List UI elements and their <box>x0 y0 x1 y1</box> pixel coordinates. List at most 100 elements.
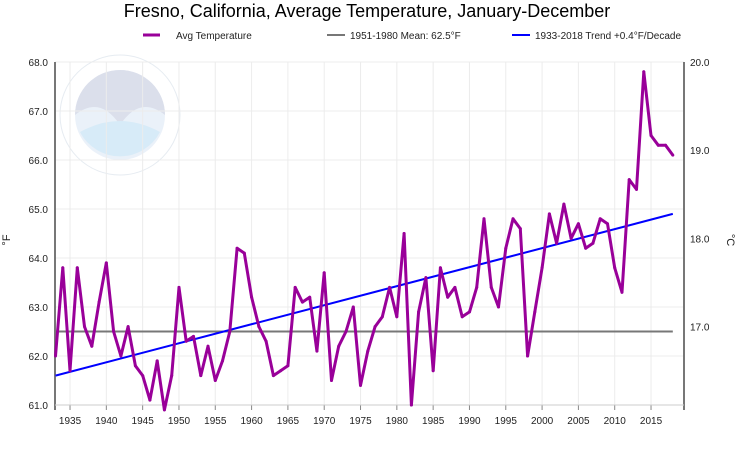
data-point-1970 <box>322 271 326 275</box>
data-point-1942 <box>119 354 123 358</box>
data-point-1984 <box>424 276 428 280</box>
x-tick-label: 1935 <box>59 416 82 427</box>
x-tick-label: 2010 <box>604 416 627 427</box>
data-point-1973 <box>344 330 348 333</box>
grid <box>55 61 684 406</box>
data-point-1983 <box>417 310 421 314</box>
data-point-2000 <box>540 266 544 270</box>
data-point-1965 <box>286 364 290 368</box>
legend-label-trend: 1933-2018 Trend +0.4°F/Decade <box>535 31 681 42</box>
data-point-1954 <box>206 344 210 348</box>
data-point-1977 <box>373 325 377 329</box>
axes: 61.0 62.0 63.0 64.0 65.0 66.0 67.0 68.0 1935 1940… <box>29 58 710 427</box>
data-point-1986 <box>438 266 442 270</box>
data-point-2012 <box>627 178 631 182</box>
chart-title: Fresno, California, Average Temperature,… <box>124 1 611 21</box>
y-tick-label: 61.0 <box>29 401 49 412</box>
noaa-logo-watermark <box>59 54 181 176</box>
x-tick-label: 1940 <box>95 416 118 427</box>
data-point-2015 <box>649 134 653 137</box>
data-point-1966 <box>293 285 297 289</box>
data-point-1982 <box>409 403 413 407</box>
data-point-1979 <box>388 285 392 289</box>
data-point-1998 <box>526 354 530 358</box>
data-point-2010 <box>613 266 617 270</box>
data-point-1974 <box>351 305 355 309</box>
data-point-1981 <box>402 232 406 235</box>
data-point-1953 <box>199 374 203 378</box>
y-right-tick-label: 19.0 <box>690 146 710 157</box>
data-point-1971 <box>329 379 333 382</box>
y-right-tick-label: 18.0 <box>690 234 710 245</box>
data-point-1938 <box>90 344 94 348</box>
data-point-1969 <box>315 349 319 353</box>
data-point-1967 <box>300 300 304 304</box>
data-point-1972 <box>337 344 341 348</box>
data-point-1968 <box>308 295 312 299</box>
data-point-1996 <box>511 217 515 221</box>
x-tick-label: 1970 <box>313 416 336 427</box>
data-point-2003 <box>562 202 566 206</box>
data-point-1940 <box>104 261 108 265</box>
legend-item-trend[interactable]: 1933-2018 Trend +0.4°F/Decade <box>512 31 681 42</box>
data-point-2018 <box>671 153 675 157</box>
data-point-2008 <box>598 217 602 221</box>
data-point-1956 <box>221 359 225 363</box>
x-tick-label: 2000 <box>531 416 554 427</box>
data-point-1958 <box>235 246 239 250</box>
data-point-1961 <box>257 325 261 329</box>
data-point-1980 <box>395 315 399 319</box>
data-point-1947 <box>155 359 159 363</box>
x-tick-label: 1960 <box>240 416 263 427</box>
data-point-2009 <box>605 222 609 226</box>
data-point-1948 <box>162 408 166 412</box>
x-tick-label: 1985 <box>422 416 445 427</box>
data-point-1976 <box>366 349 370 353</box>
data-point-1988 <box>453 285 457 289</box>
y-tick-label: 64.0 <box>29 254 49 265</box>
x-tick-label: 1975 <box>349 416 372 427</box>
y-tick-label: 63.0 <box>29 303 49 314</box>
data-point-1935 <box>68 369 72 373</box>
y-tick-label: 62.0 <box>29 352 49 363</box>
data-point-1992 <box>482 217 486 221</box>
data-point-1963 <box>271 374 275 378</box>
data-point-1985 <box>431 369 435 373</box>
avg-temperature-line <box>54 70 675 412</box>
legend-item-avg-temperature[interactable]: Avg Temperature <box>143 31 252 42</box>
x-tick-label: 1980 <box>386 416 409 427</box>
data-point-1991 <box>475 285 479 289</box>
data-point-1964 <box>279 369 283 373</box>
y-right-tick-label: 20.0 <box>690 58 710 69</box>
y-tick-label: 66.0 <box>29 156 49 167</box>
data-point-1993 <box>489 285 493 289</box>
data-point-1939 <box>97 300 101 304</box>
data-point-1989 <box>460 315 464 319</box>
y-axis-label-c: °C <box>724 234 735 246</box>
data-point-1933 <box>54 354 57 358</box>
chart-marks <box>54 70 675 412</box>
data-point-2005 <box>576 222 580 226</box>
data-point-1943 <box>126 325 130 329</box>
y-right-tick-label: 17.0 <box>690 323 710 334</box>
data-point-1994 <box>497 305 501 309</box>
y-tick-label: 68.0 <box>29 58 49 69</box>
x-tick-label: 2005 <box>567 416 590 427</box>
legend-label-mean: 1951-1980 Mean: 62.5°F <box>350 31 461 42</box>
data-point-1990 <box>467 310 471 314</box>
data-point-2002 <box>555 241 559 245</box>
data-point-1997 <box>518 227 522 231</box>
data-point-1978 <box>380 315 384 319</box>
x-tick-label: 1950 <box>168 416 191 427</box>
data-point-1975 <box>359 383 363 387</box>
data-point-1987 <box>446 295 450 299</box>
data-point-1952 <box>191 334 195 338</box>
data-point-1959 <box>242 251 246 255</box>
data-point-2013 <box>635 187 638 191</box>
y-tick-label: 67.0 <box>29 107 49 118</box>
legend-item-mean[interactable]: 1951-1980 Mean: 62.5°F <box>327 31 461 42</box>
data-point-1955 <box>213 379 217 382</box>
data-point-2001 <box>547 212 551 216</box>
trend-line <box>55 212 674 377</box>
y-tick-label: 65.0 <box>29 205 49 216</box>
